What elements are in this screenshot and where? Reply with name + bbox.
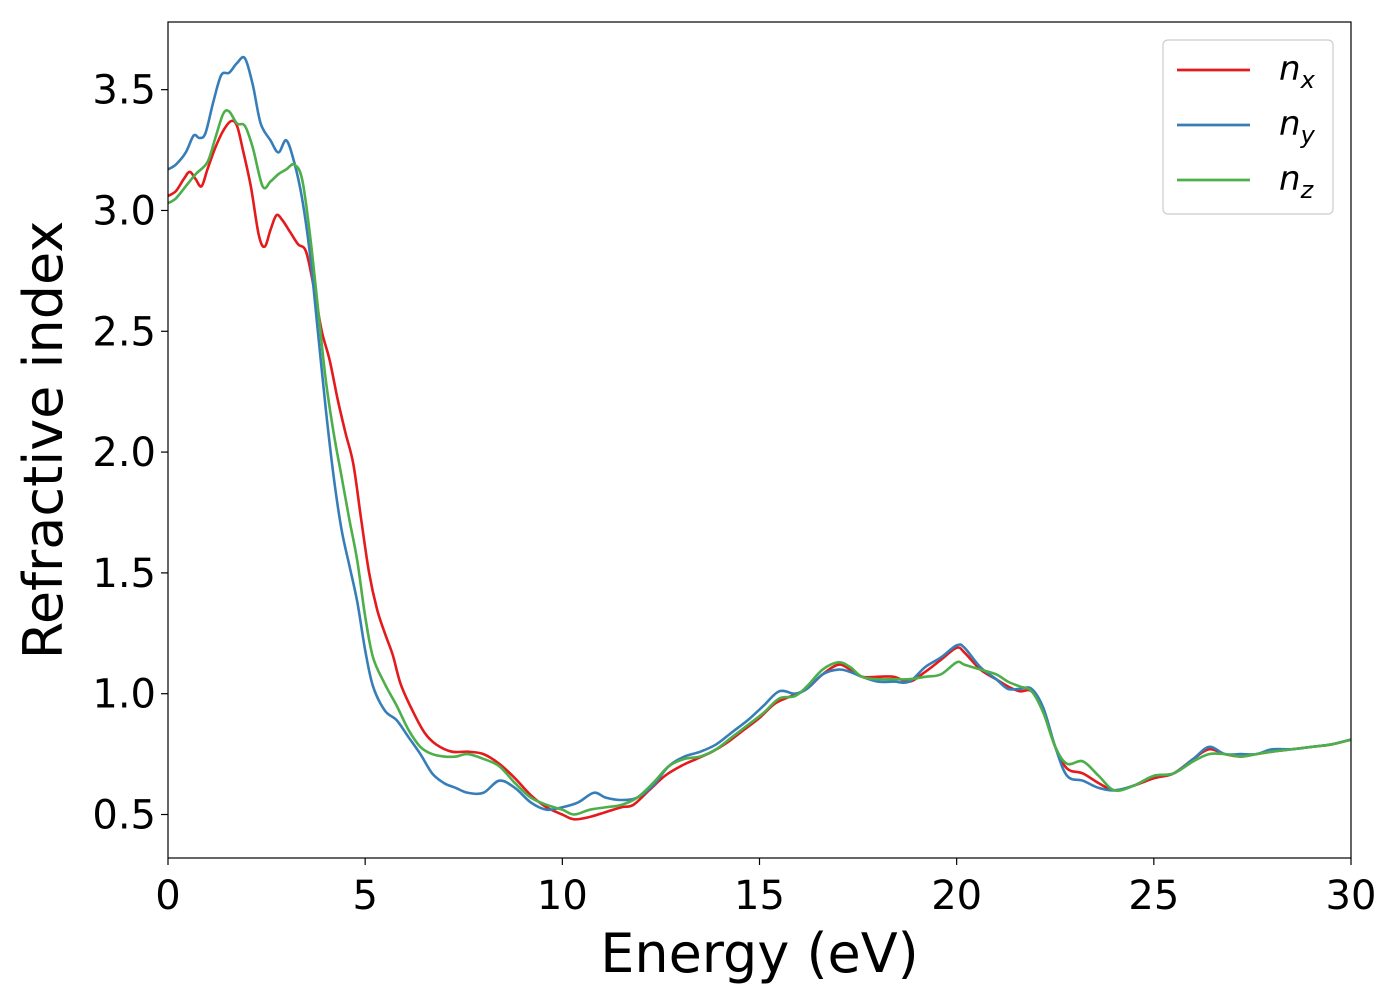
legend-box [1162, 39, 1334, 215]
y-tick-label: 2.0 [92, 430, 156, 476]
x-tick-label: 5 [352, 873, 377, 919]
legend-label-sub: z [1300, 176, 1315, 204]
x-tick-label: 30 [1326, 873, 1377, 919]
legend-label-z: nz [1279, 159, 1315, 204]
legend-label-main: n [1279, 159, 1301, 199]
legend-label-y: ny [1279, 104, 1316, 149]
y-tick-label: 2.5 [92, 309, 156, 355]
series-layer [168, 55, 1351, 821]
x-tick-label: 20 [931, 873, 982, 919]
y-axis: 0.5 1.0 1.5 2.0 2.5 3.0 3.5 [92, 68, 168, 839]
y-tick-label: 3.5 [92, 68, 156, 114]
legend-label-main: n [1279, 49, 1301, 89]
y-tick-label: 1.5 [92, 551, 156, 597]
y-tick-label: 1.0 [92, 672, 156, 718]
x-tick-label: 10 [537, 873, 588, 919]
y-axis-title: Refractive index [12, 221, 75, 660]
legend-label-sub: y [1300, 121, 1316, 149]
legend-label-sub: x [1300, 66, 1316, 94]
y-tick-label: 3.0 [92, 188, 156, 234]
legend-label-x: nx [1279, 49, 1316, 94]
y-tick-label: 0.5 [92, 793, 156, 839]
x-axis-title: Energy (eV) [600, 922, 919, 985]
x-tick-label: 15 [734, 873, 785, 919]
x-tick-label: 25 [1128, 873, 1179, 919]
legend-label-main: n [1279, 104, 1301, 144]
x-tick-label: 0 [155, 873, 180, 919]
series-line-n-z [168, 108, 1351, 816]
series-line-n-x [168, 119, 1351, 821]
x-axis: 0 5 10 15 20 25 30 [155, 858, 1376, 919]
